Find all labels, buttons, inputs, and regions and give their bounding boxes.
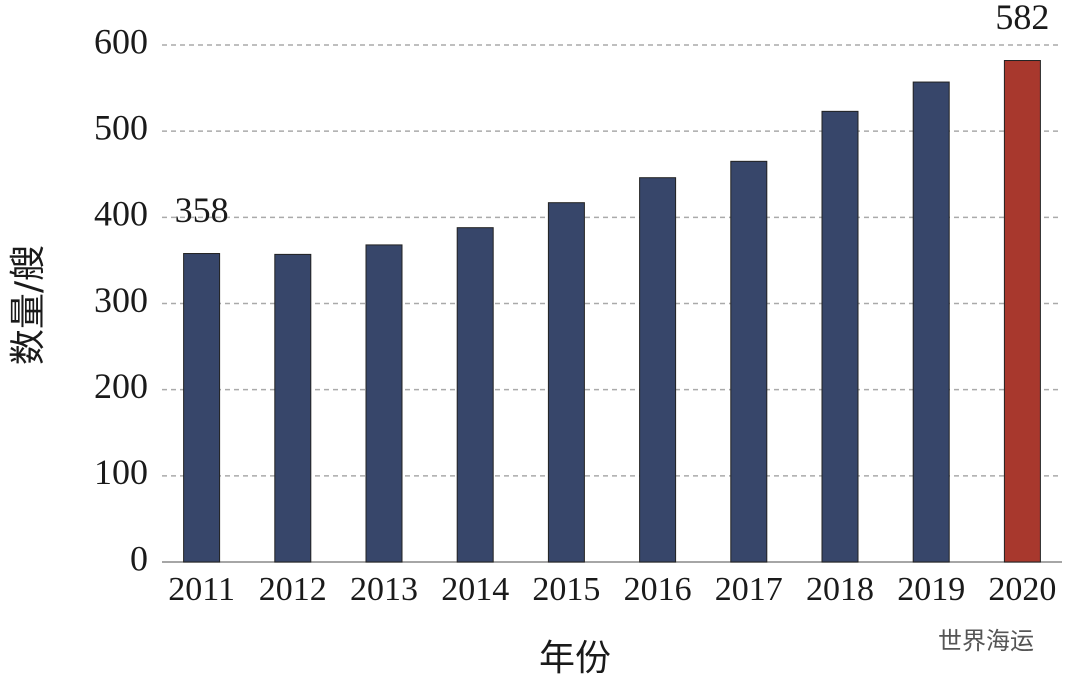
x-tick-label: 2020 (988, 571, 1056, 608)
x-tick-label: 2013 (350, 571, 418, 608)
bar (821, 110, 859, 563)
y-tick-label: 400 (94, 194, 148, 234)
bar (1003, 60, 1041, 563)
x-tick-label: 2019 (897, 571, 965, 608)
bar (730, 160, 768, 563)
x-tick-label: 2012 (259, 571, 327, 608)
y-tick-label: 100 (94, 452, 148, 492)
y-tick-label: 500 (94, 107, 148, 147)
y-tick-label: 0 (130, 538, 148, 578)
x-tick-label: 2015 (532, 571, 600, 608)
data-label: 358 (175, 190, 229, 230)
bar (274, 253, 312, 563)
data-label: 582 (995, 0, 1049, 37)
x-tick-label: 2018 (806, 571, 874, 608)
x-axis-title: 年份 (539, 638, 611, 679)
watermark: 世界海运 (938, 627, 1034, 655)
y-axis-title: 数量/艘 (8, 245, 49, 365)
y-tick-label: 200 (94, 366, 148, 406)
bar (639, 177, 677, 563)
bar (365, 244, 403, 563)
x-tick-label: 2016 (624, 571, 692, 608)
x-tick-label: 2011 (168, 571, 235, 608)
bar (183, 253, 221, 563)
bar (456, 227, 494, 563)
x-tick-label: 2014 (441, 571, 509, 608)
bar (912, 81, 950, 563)
y-tick-label: 600 (94, 21, 148, 61)
x-tick-label: 2017 (715, 571, 783, 608)
y-tick-label: 300 (94, 280, 148, 320)
bar (547, 202, 585, 563)
